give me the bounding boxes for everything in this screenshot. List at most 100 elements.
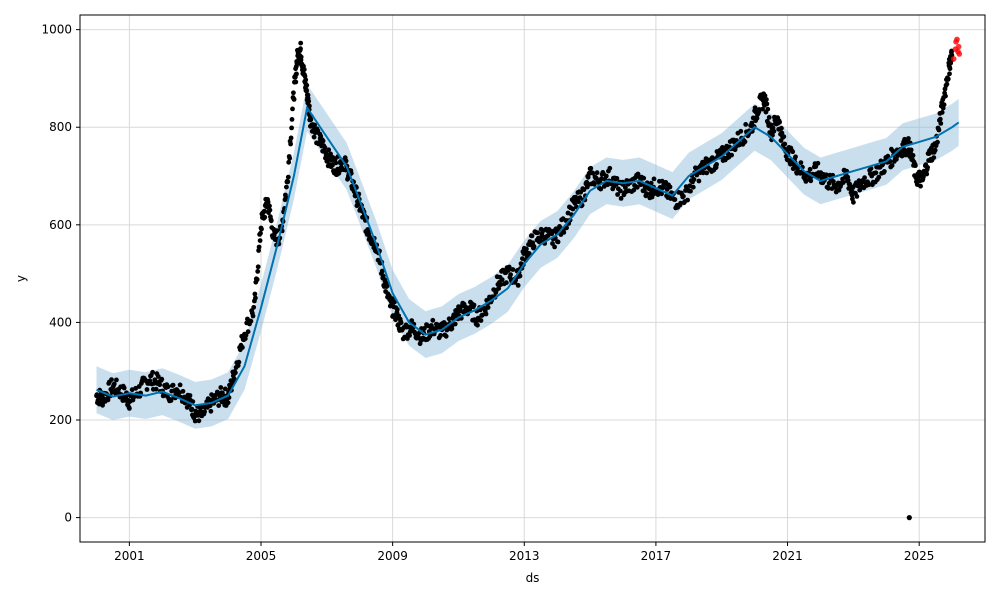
observed-point [793, 154, 798, 160]
x-axis-ticks: 2001 2005 2009 2013 2017 2021 2025 [114, 542, 934, 563]
observed-point [256, 248, 261, 253]
observed-point [700, 170, 706, 176]
observed-point [267, 207, 273, 213]
observed-point [121, 385, 127, 391]
observed-point [240, 345, 245, 350]
observed-point [196, 418, 202, 424]
observed-point [288, 135, 294, 141]
observed-point [256, 244, 262, 250]
observed-point [564, 225, 569, 231]
observed-point [578, 189, 584, 195]
y-tick-label: 1000 [41, 23, 72, 37]
observed-point [409, 318, 415, 323]
observed-point [936, 127, 942, 133]
observed-point [430, 317, 436, 323]
observed-point [515, 283, 521, 288]
observed-point [765, 106, 771, 112]
observed-point [380, 273, 386, 279]
observed-point [599, 176, 604, 182]
observed-point [298, 54, 304, 60]
observed-point [485, 305, 491, 310]
observed-point [111, 381, 117, 387]
observed-point [882, 169, 887, 174]
observed-point [290, 106, 295, 112]
observed-point [478, 318, 484, 323]
observed-point [921, 174, 926, 180]
observed-point [177, 382, 183, 388]
x-tick-label: 2021 [772, 549, 803, 563]
observed-point [862, 175, 867, 181]
observed-point [631, 187, 637, 193]
observed-point [150, 369, 156, 375]
x-tick-label: 2001 [114, 549, 145, 563]
observed-point [576, 199, 581, 205]
observed-point [216, 403, 222, 408]
observed-point [285, 174, 291, 180]
observed-point [876, 174, 882, 180]
observed-point [826, 185, 831, 191]
observed-point [851, 199, 856, 205]
observed-point [157, 382, 163, 388]
observed-point [253, 295, 258, 301]
observed-point [446, 316, 452, 322]
observed-point [836, 187, 842, 193]
observed-point [623, 185, 628, 191]
observed-point [306, 98, 312, 104]
observed-point [289, 117, 295, 122]
y-tick-label: 200 [49, 413, 72, 427]
observed-point [301, 67, 307, 72]
observed-point [651, 176, 657, 182]
observed-point [764, 101, 770, 107]
observed-point [908, 147, 914, 153]
forecast-line [96, 105, 960, 407]
observed-point [603, 173, 609, 179]
observed-point [252, 291, 258, 297]
observed-point [207, 403, 213, 409]
observed-point [257, 238, 263, 244]
y-axis-label: y [14, 275, 28, 282]
observed-point [287, 155, 293, 161]
observed-point [685, 197, 690, 203]
observed-point [294, 71, 299, 77]
observed-point [517, 273, 523, 279]
observed-point [945, 76, 951, 82]
observed-point [422, 326, 427, 331]
observed-point [438, 333, 443, 338]
observed-point [384, 283, 390, 289]
observed-point [508, 272, 513, 277]
observed-point [577, 195, 583, 201]
observed-point [304, 88, 309, 94]
observed-point [283, 195, 289, 200]
observed-point [312, 122, 317, 128]
observed-point [691, 177, 697, 182]
observed-point [588, 165, 594, 171]
observed-point [910, 153, 916, 158]
observed-point [155, 374, 161, 379]
observed-point [614, 176, 620, 181]
observed-point [506, 264, 512, 270]
observed-point [236, 359, 242, 365]
observed-point [231, 376, 237, 382]
observed-point [248, 318, 254, 324]
observed-point [894, 156, 899, 162]
observed-point [694, 172, 700, 178]
observed-point [392, 299, 397, 305]
observed-point [233, 370, 238, 376]
x-tick-label: 2009 [377, 549, 408, 563]
observed-point [452, 321, 458, 327]
highlighted-point [950, 56, 957, 62]
observed-point [889, 163, 895, 168]
observed-point [168, 398, 174, 403]
observed-point [250, 313, 256, 319]
x-axis-label: ds [526, 571, 540, 585]
observed-point [192, 418, 198, 424]
observed-point [535, 230, 541, 236]
observed-point [764, 97, 769, 102]
observed-point [267, 203, 272, 209]
observed-point [262, 214, 268, 220]
observed-point [845, 177, 851, 183]
observed-point [947, 66, 953, 72]
observed-point [779, 125, 784, 131]
observed-point [311, 134, 317, 140]
observed-point [803, 179, 809, 184]
